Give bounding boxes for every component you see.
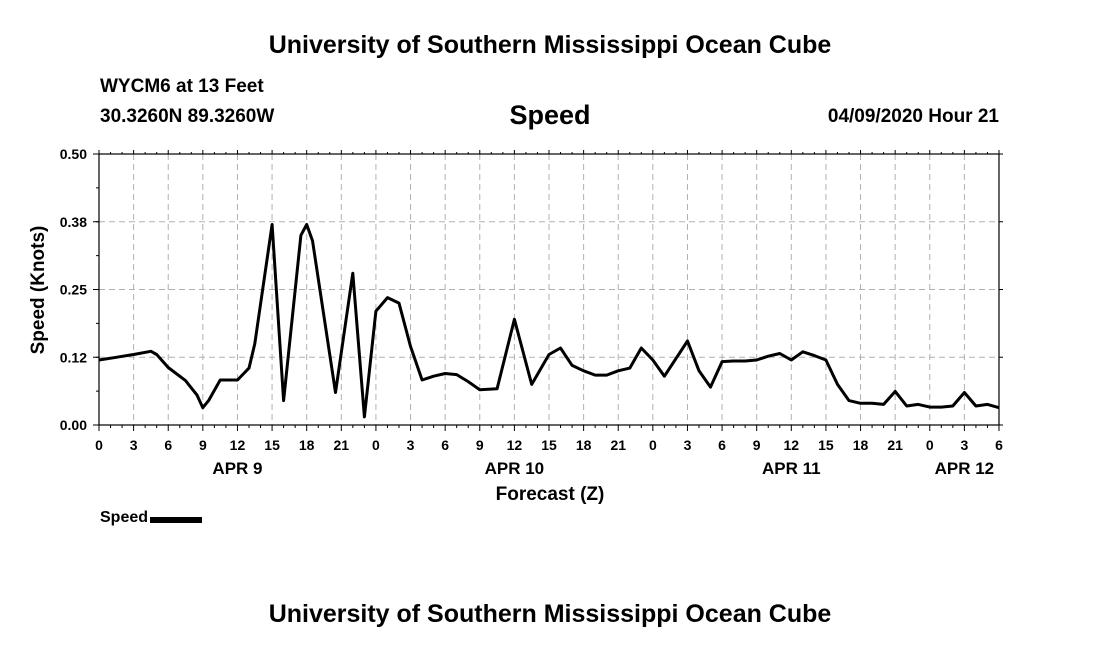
plot-frame <box>98 153 1000 426</box>
date-label: APR 10 <box>485 459 545 478</box>
coordinates-label: 30.3260N 89.3260W <box>100 106 275 127</box>
x-tick-label: 15 <box>264 437 280 453</box>
x-tick-label: 15 <box>818 437 834 453</box>
x-tick-label: 21 <box>610 437 626 453</box>
x-tick-label: 6 <box>718 437 726 453</box>
x-tick-label: 21 <box>887 437 903 453</box>
chart-title: Speed <box>509 100 591 130</box>
x-tick-label: 9 <box>199 437 207 453</box>
axes <box>93 150 1003 431</box>
y-tick-label: 0.00 <box>60 417 87 433</box>
y-axis-title: Speed (Knots) <box>28 226 49 355</box>
series-line-speed <box>98 223 1000 419</box>
tick-labels: 0 3 6 9 12 15 18 21 0 3 6 9 12 15 18 21 0 3 6 9 12 15 18 21 0 3 6 0… <box>28 146 1003 505</box>
y-tick-label: 0.25 <box>60 282 87 298</box>
x-tick-label: 3 <box>960 437 968 453</box>
x-tick-label: 15 <box>541 437 557 453</box>
station-label: WYCM6 at 13 Feet <box>100 76 264 97</box>
x-tick-label: 3 <box>407 437 415 453</box>
x-tick-label: 9 <box>476 437 484 453</box>
page-title: University of Southern Mississippi Ocean… <box>268 31 832 59</box>
x-tick-label: 3 <box>684 437 692 453</box>
x-tick-label: 6 <box>164 437 172 453</box>
x-tick-label: 18 <box>576 437 592 453</box>
y-tick-label: 0.12 <box>60 349 87 365</box>
date-label: APR 11 <box>762 459 821 478</box>
x-tick-label: 0 <box>926 437 934 453</box>
date-label: APR 9 <box>212 459 262 478</box>
datetime-label: 04/09/2020 Hour 21 <box>827 106 999 127</box>
x-tick-label: 6 <box>441 437 449 453</box>
grid-lines <box>99 154 999 425</box>
legend-swatch-speed <box>150 516 203 523</box>
x-tick-label: 0 <box>95 437 103 453</box>
x-tick-label: 12 <box>507 437 523 453</box>
x-tick-label: 0 <box>372 437 380 453</box>
x-axis-title: Forecast (Z) <box>496 484 605 505</box>
x-tick-label: 12 <box>784 437 800 453</box>
x-tick-label: 6 <box>995 437 1003 453</box>
x-tick-label: 9 <box>753 437 761 453</box>
x-tick-label: 18 <box>299 437 315 453</box>
legend-label: Speed <box>100 509 149 526</box>
x-tick-label: 18 <box>853 437 869 453</box>
legend: Speed <box>100 509 203 527</box>
x-tick-label: 3 <box>130 437 138 453</box>
series-layer <box>98 223 1000 419</box>
footer-title: University of Southern Mississippi Ocean… <box>268 600 832 628</box>
y-tick-label: 0.50 <box>60 146 87 162</box>
date-label: APR 12 <box>935 459 995 478</box>
x-tick-label: 0 <box>649 437 657 453</box>
y-tick-label: 0.38 <box>60 214 87 230</box>
x-tick-label: 12 <box>230 437 246 453</box>
x-tick-label: 21 <box>334 437 350 453</box>
